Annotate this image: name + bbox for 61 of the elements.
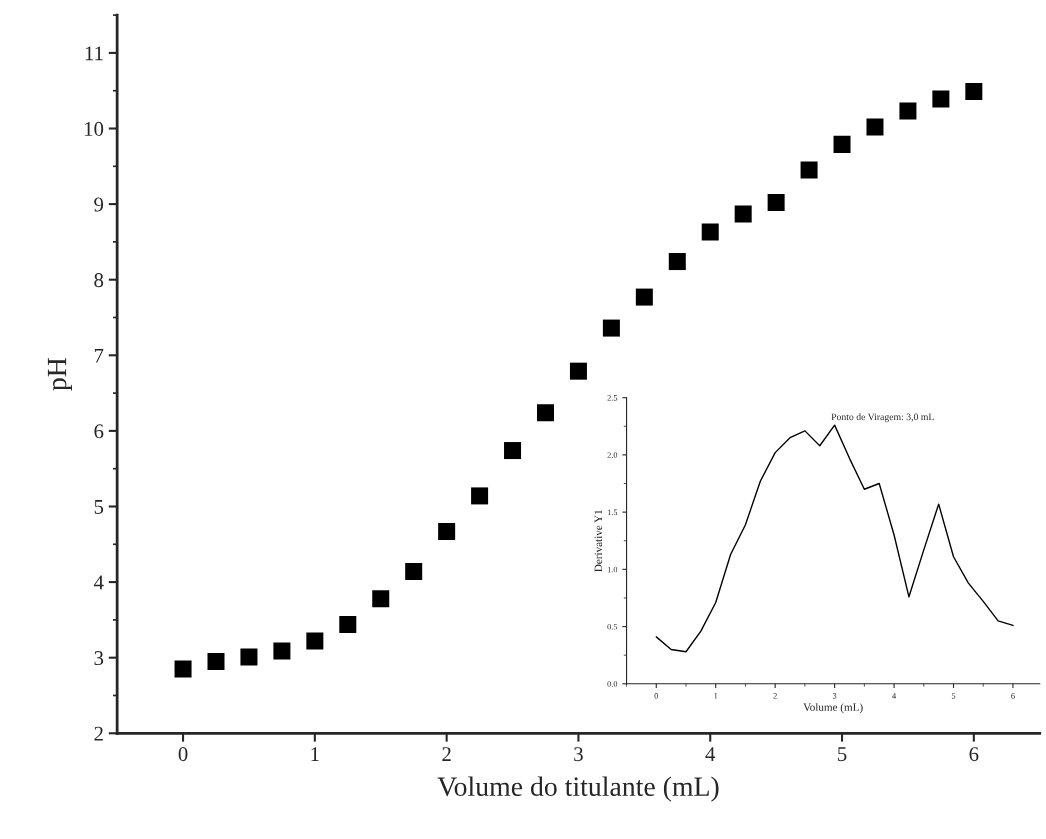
y-tick-label: 9	[94, 197, 104, 212]
x-axis-title: Volume (mL)	[803, 703, 863, 714]
y-tick-label: 6	[94, 424, 104, 439]
x-tick-label: 0	[654, 693, 659, 699]
x-tick-label: 4	[892, 693, 897, 699]
x-tick-label: 3	[832, 693, 837, 699]
x-tick-label: 0	[178, 747, 188, 762]
y-tick-label: 0.5	[607, 623, 618, 630]
x-tick-label: 6	[1011, 693, 1015, 699]
point	[668, 253, 686, 271]
y-tick-label: 8	[94, 273, 104, 288]
x-tick-label: 1	[311, 747, 319, 761]
point	[602, 319, 620, 337]
x-tick-label: 1	[714, 693, 718, 699]
y-tick-label: 2	[94, 726, 103, 741]
x-tick-label: 5	[838, 747, 847, 762]
annotation: Ponto de Viragem: 3,0 mL	[831, 413, 934, 423]
x-tick-label: 6	[969, 747, 979, 762]
point	[174, 660, 192, 678]
point	[569, 362, 587, 380]
y-tick-label: 2.0	[607, 452, 618, 458]
y-tick-label: 7	[94, 348, 104, 363]
point	[504, 442, 522, 460]
y-tick-label: 10	[84, 121, 104, 136]
point	[273, 642, 291, 660]
point	[372, 590, 390, 608]
point	[866, 118, 884, 136]
point	[635, 288, 653, 306]
y-tick-label: 5	[94, 500, 104, 514]
x-axis-title: Volume do titulante (mL)	[437, 776, 719, 802]
x-tick-label: 4	[705, 747, 716, 761]
y-tick-label: 4	[93, 575, 104, 590]
point	[833, 135, 851, 153]
point	[701, 223, 719, 241]
point	[899, 102, 917, 120]
point	[734, 205, 752, 223]
x-tick-label: 3	[574, 747, 583, 762]
point	[932, 90, 950, 108]
y-tick-label: 3	[94, 651, 104, 666]
point	[339, 615, 357, 633]
point	[207, 652, 225, 670]
point	[438, 522, 456, 540]
y-axis-title: Derivative Y1	[594, 509, 603, 572]
point	[471, 487, 489, 505]
y-tick-label: 11	[85, 46, 103, 61]
x-tick-label: 2	[773, 693, 777, 699]
point	[240, 648, 258, 666]
y-tick-label: 1.5	[607, 509, 618, 516]
point	[306, 632, 324, 650]
y-axis-title: pH	[47, 358, 73, 391]
point	[536, 404, 554, 422]
y-tick-label: 0.0	[607, 681, 618, 687]
point	[800, 161, 818, 179]
line-series	[655, 424, 1014, 653]
y-tick-label: 2.5	[607, 395, 618, 401]
x-tick-label: 2	[442, 747, 451, 761]
x-tick-label: 5	[951, 693, 956, 699]
y-tick-label: 1.0	[607, 566, 618, 573]
point	[965, 82, 983, 100]
point	[405, 563, 423, 581]
point	[767, 194, 785, 212]
